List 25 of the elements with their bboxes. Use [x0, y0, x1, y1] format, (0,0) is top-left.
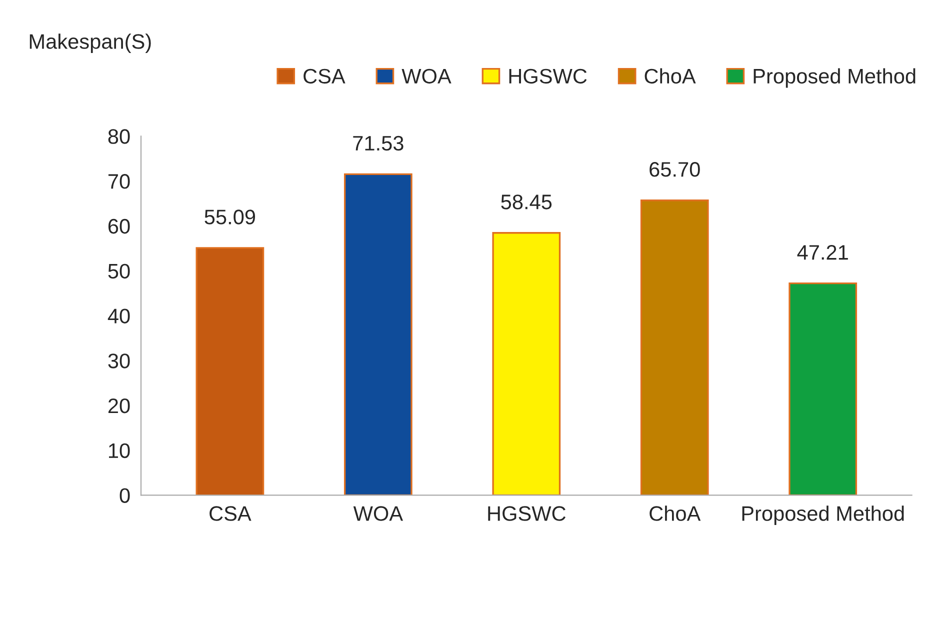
data-label: 55.09: [204, 210, 256, 224]
data-label: 71.53: [353, 136, 404, 151]
y-tick-label: 20: [108, 398, 130, 414]
y-tick-label: 10: [109, 443, 130, 458]
legend-label: Proposed Method: [754, 68, 916, 88]
y-tick-label: 50: [108, 264, 130, 279]
x-tick-label: HGSWC: [488, 506, 566, 521]
y-tick-label: 60: [108, 218, 130, 234]
data-label: 58.45: [501, 194, 552, 210]
legend-label: WOA: [402, 68, 452, 84]
y-tick-label: 30: [108, 354, 130, 368]
y-tick-label: 80: [108, 129, 130, 144]
x-tick-label: ChoA: [650, 506, 701, 521]
data-label: 47.21: [797, 245, 848, 260]
x-tick-label: WOA: [353, 506, 404, 521]
legend-label: CSA: [304, 68, 346, 84]
y-tick-label: 40: [108, 308, 130, 324]
legend-label: HGSWC: [509, 68, 587, 84]
legend-label: ChoA: [644, 68, 696, 84]
x-tick-label: CSA: [210, 506, 252, 521]
y-axis-title: Makespan(S): [30, 34, 151, 54]
x-tick-label: Proposed Method: [742, 506, 904, 526]
y-tick-label: 70: [108, 174, 130, 189]
y-tick-label: 0: [120, 488, 130, 503]
data-label: 65.70: [650, 162, 700, 177]
